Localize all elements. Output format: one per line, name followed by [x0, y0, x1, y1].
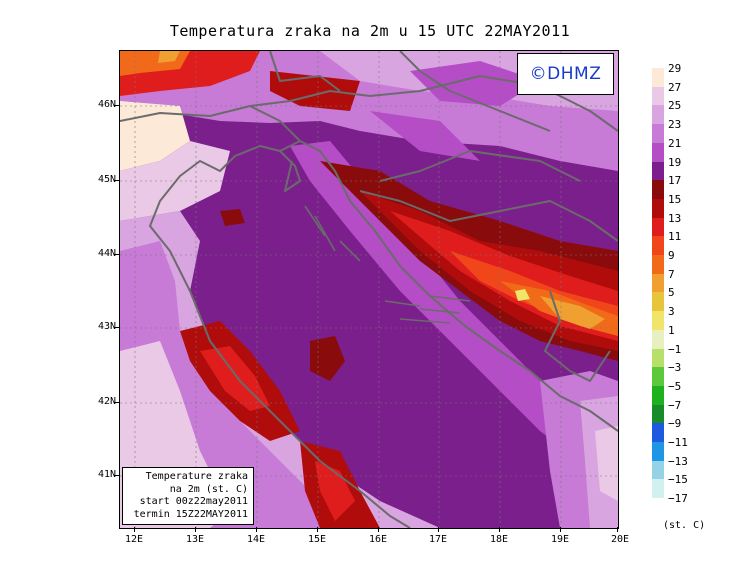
legend-color-swatch	[652, 274, 664, 293]
lon-tick	[378, 527, 379, 532]
lon-tick	[560, 527, 561, 532]
lat-label: 44N	[97, 248, 116, 259]
legend-color-swatch	[652, 386, 664, 405]
legend-color-swatch	[652, 180, 664, 199]
legend-label: 15	[668, 193, 682, 206]
legend-color-swatch	[652, 423, 664, 442]
legend-color-swatch	[652, 330, 664, 349]
legend-color-swatch	[652, 218, 664, 237]
legend-color-swatch	[652, 405, 664, 424]
legend-label: 29	[668, 62, 682, 75]
info-line: Temperature zraka	[145, 471, 248, 482]
lon-label: 13E	[185, 534, 205, 545]
lat-tick	[114, 327, 119, 328]
legend-label: 27	[668, 81, 682, 94]
legend-color-swatch	[652, 236, 664, 255]
legend-label: 25	[668, 99, 682, 112]
legend-color-swatch	[652, 349, 664, 368]
legend-color-swatch	[652, 442, 664, 461]
lat-tick	[114, 105, 119, 106]
lon-tick	[256, 527, 257, 532]
lon-label: 16E	[368, 534, 388, 545]
legend-label: −5	[668, 380, 682, 393]
legend-color-swatch	[652, 367, 664, 386]
temperature-field	[120, 51, 618, 528]
lon-tick	[134, 527, 135, 532]
legend-color-swatch	[652, 199, 664, 218]
legend-label: 17	[668, 174, 682, 187]
info-line: na 2m (st. C)	[169, 483, 248, 495]
legend-label: 9	[668, 249, 675, 262]
lon-label: 18E	[489, 534, 509, 545]
lat-tick	[114, 254, 119, 255]
legend-color-swatch	[652, 87, 664, 106]
legend-color-swatch	[652, 461, 664, 480]
legend-color-swatch	[652, 479, 664, 498]
legend-label: 1	[668, 324, 675, 337]
lat-label: 42N	[97, 396, 116, 407]
lon-tick	[617, 527, 618, 532]
lat-label: 45N	[97, 174, 116, 185]
info-box: Temperature zraka na 2m (st. C) start 00…	[122, 467, 254, 525]
map-title: Temperatura zraka na 2m u 15 UTC 22MAY20…	[169, 22, 571, 40]
legend-label: −7	[668, 399, 682, 412]
legend-label: 23	[668, 118, 682, 131]
info-line: termin 15Z22MAY2011	[133, 508, 248, 520]
lon-tick	[317, 527, 318, 532]
legend-label: 21	[668, 137, 682, 150]
legend-label: 13	[668, 212, 682, 225]
legend-label: 7	[668, 268, 675, 281]
legend-label: −13	[668, 455, 688, 468]
lon-tick	[438, 527, 439, 532]
legend-label: −9	[668, 417, 682, 430]
legend-color-swatch	[652, 292, 664, 311]
lon-tick	[499, 527, 500, 532]
lat-tick	[114, 402, 119, 403]
lat-label: 46N	[97, 99, 116, 110]
dhmz-watermark: ©DHMZ	[517, 53, 614, 95]
lon-label: 17E	[428, 534, 448, 545]
lat-tick	[114, 180, 119, 181]
legend-color-swatch	[652, 143, 664, 162]
lat-label: 41N	[97, 469, 116, 480]
legend-label: 5	[668, 286, 675, 299]
legend-color-swatch	[652, 105, 664, 124]
lon-label: 12E	[124, 534, 144, 545]
legend-label: 3	[668, 305, 675, 318]
legend-label: −15	[668, 473, 688, 486]
legend-color-swatch	[652, 124, 664, 143]
legend-label: 11	[668, 230, 682, 243]
legend-label: −1	[668, 343, 682, 356]
lon-label: 15E	[307, 534, 327, 545]
lat-tick	[114, 475, 119, 476]
lon-tick	[195, 527, 196, 532]
legend-label: 19	[668, 156, 682, 169]
lat-label: 43N	[97, 321, 116, 332]
lon-label: 14E	[246, 534, 266, 545]
legend-label: −11	[668, 436, 688, 449]
legend-unit: (st. C)	[663, 520, 706, 531]
legend-label: −3	[668, 361, 682, 374]
legend-color-swatch	[652, 255, 664, 274]
legend-color-swatch	[652, 162, 664, 181]
lon-label: 19E	[550, 534, 570, 545]
legend-color-swatch	[652, 68, 664, 87]
legend-color-swatch	[652, 311, 664, 330]
temperature-map: ©DHMZ Temperature zraka na 2m (st. C) st…	[119, 50, 619, 529]
info-line: start 00z22may2011	[139, 496, 248, 507]
lon-label: 20E	[610, 534, 630, 545]
legend-label: −17	[668, 492, 688, 505]
